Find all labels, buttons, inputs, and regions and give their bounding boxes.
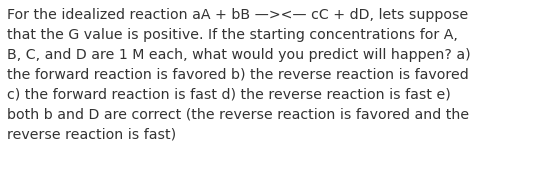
Text: For the idealized reaction aA + bB —><— cC + dD, lets suppose
that the G value i: For the idealized reaction aA + bB —><— … bbox=[7, 8, 470, 142]
